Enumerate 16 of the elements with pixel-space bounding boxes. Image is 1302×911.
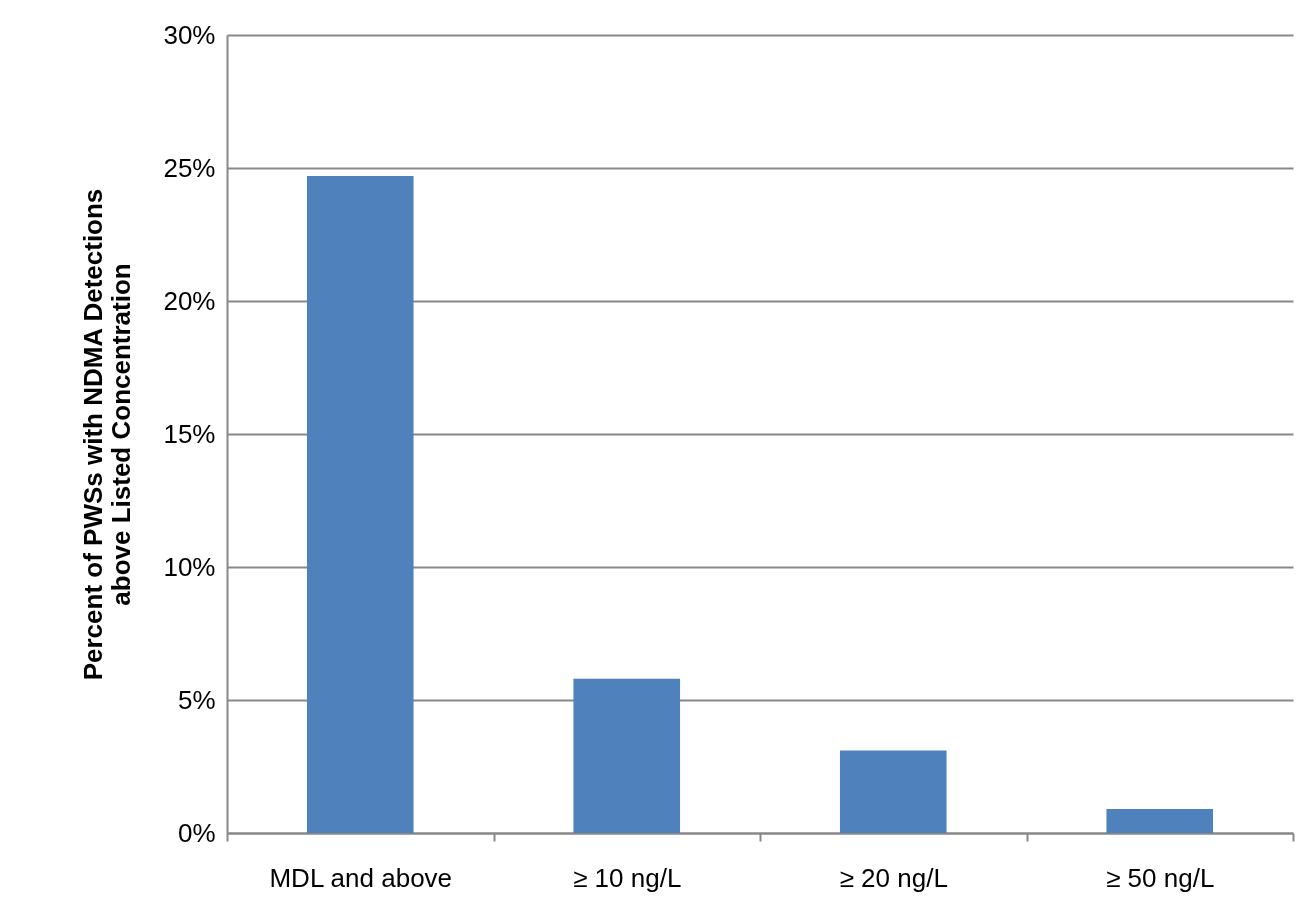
y-tick-label: 10% (163, 551, 216, 582)
y-tick-label: 5% (177, 684, 216, 715)
bar (306, 175, 414, 833)
x-tick-label: ≥ 20 ng/L (839, 862, 948, 893)
bar (1106, 809, 1214, 833)
y-tick-label: 30% (163, 19, 216, 50)
bar (573, 678, 681, 833)
x-tick-label: ≥ 10 ng/L (573, 862, 682, 893)
y-tick-label: 15% (163, 418, 216, 449)
y-tick-label: 0% (177, 817, 216, 848)
y-tick-label: 20% (163, 285, 216, 316)
x-tick-label: MDL and above (269, 862, 453, 893)
x-tick-label: ≥ 50 ng/L (1106, 862, 1215, 893)
bar (839, 750, 947, 833)
y-tick-label: 25% (163, 152, 216, 183)
y-axis-title: Percent of PWSs with NDMA Detections above Listed Concentration (78, 188, 137, 681)
